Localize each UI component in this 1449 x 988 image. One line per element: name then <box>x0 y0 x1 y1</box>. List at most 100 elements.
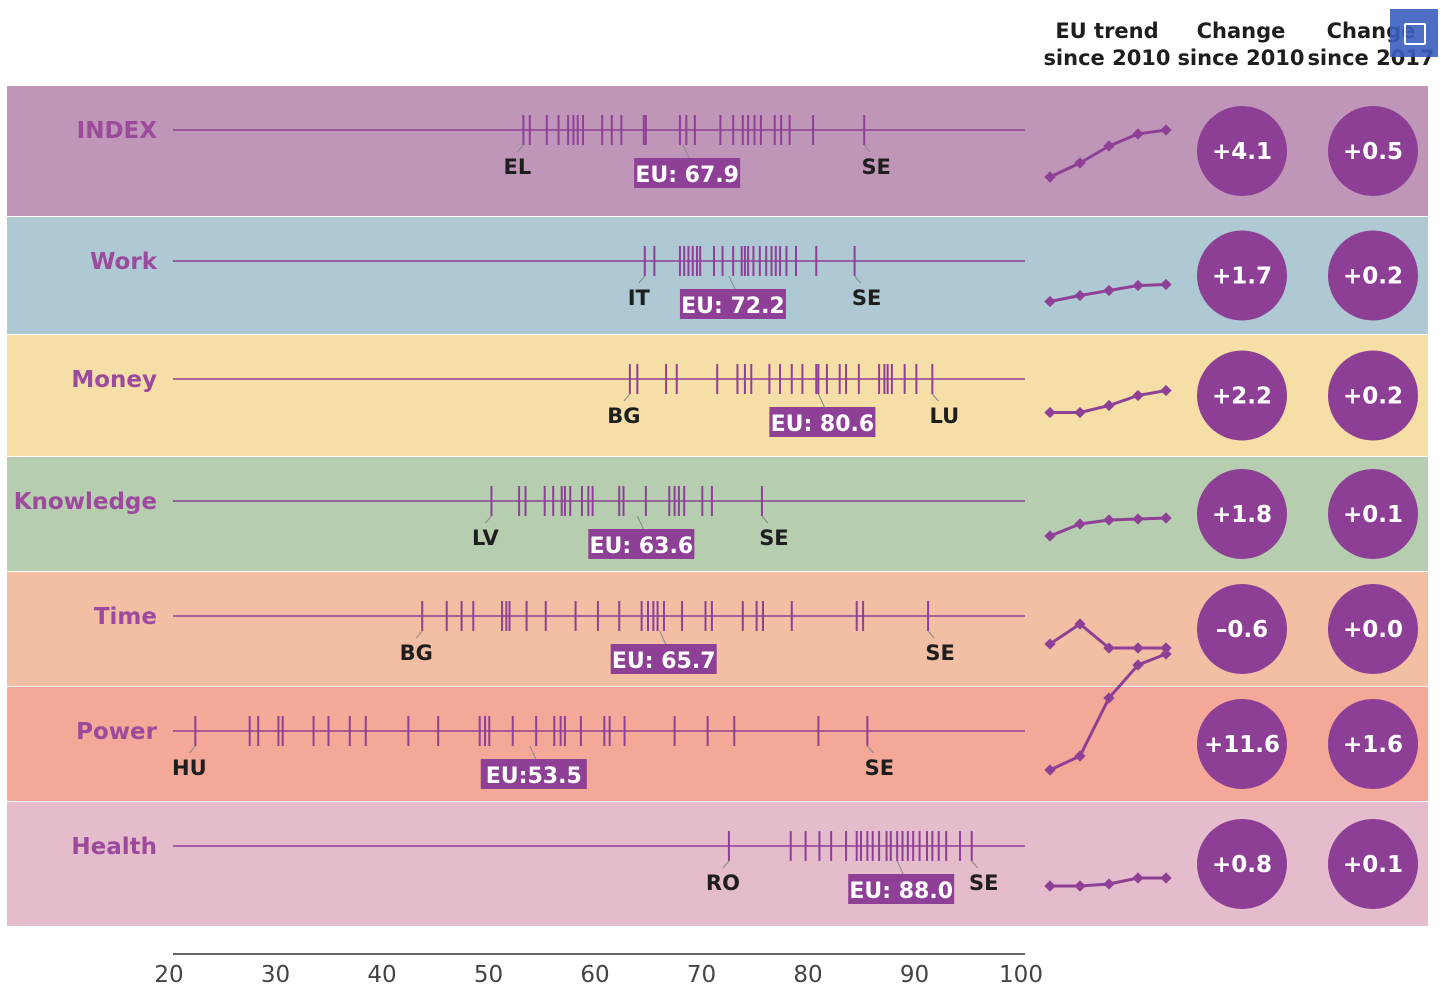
change-2017-bubble <box>1328 350 1418 441</box>
row-label: INDEX <box>77 118 158 144</box>
high-leader <box>931 393 939 402</box>
change-2017-value: +0.1 <box>1343 852 1403 878</box>
eu-trend-point <box>1132 279 1144 292</box>
x-tick-label: 30 <box>261 962 290 988</box>
row-label: Money <box>71 367 157 393</box>
eu-value-label: EU: 72.2 <box>681 294 785 319</box>
header-eu-trend: EU trend since 2010 <box>1040 18 1174 72</box>
high-country-label: SE <box>865 756 894 780</box>
eu-trend-point <box>1132 128 1144 140</box>
eu-trend-point <box>1103 878 1115 890</box>
eu-trend-point <box>1132 872 1144 884</box>
eu-trend-point <box>1160 642 1172 654</box>
eu-label-box <box>679 289 786 319</box>
change-2017-bubble <box>1328 584 1418 674</box>
eu-label-box <box>588 529 695 559</box>
row-band <box>7 802 1428 926</box>
eu-trend-point <box>1132 642 1144 654</box>
change-2010-value: +4.1 <box>1212 139 1272 165</box>
header-change-2010: Change since 2010 <box>1176 18 1306 72</box>
row-label: Knowledge <box>14 489 157 515</box>
eu-trend-point <box>1074 618 1086 630</box>
high-country-label: SE <box>969 871 998 895</box>
eu-leader <box>817 393 825 408</box>
eu-value-label: EU: 80.6 <box>771 412 875 437</box>
row-band <box>7 687 1428 801</box>
eu-trend-point <box>1160 872 1172 884</box>
eu-trend-point <box>1074 880 1086 892</box>
row-band <box>7 335 1428 456</box>
x-tick-label: 100 <box>999 962 1043 988</box>
eu-trend-point <box>1044 880 1056 892</box>
row-label: Work <box>90 249 158 275</box>
eu-trend-point <box>1074 518 1086 530</box>
eu-label-box <box>480 759 587 789</box>
eu-trend-point <box>1044 530 1056 542</box>
change-2017-value: +0.0 <box>1343 617 1403 643</box>
low-leader <box>638 275 646 284</box>
eu-trend-point <box>1160 648 1172 660</box>
high-country-label: SE <box>852 286 881 310</box>
eu-trend-point <box>1074 157 1086 169</box>
eu-trend-point <box>1160 278 1172 291</box>
eu-value-label: EU:53.5 <box>486 764 582 789</box>
change-2017-value: +0.2 <box>1343 264 1403 290</box>
high-leader <box>761 515 769 524</box>
eu-leader <box>728 275 736 290</box>
high-country-label: SE <box>759 526 788 550</box>
change-2017-bubble <box>1328 699 1418 789</box>
eu-trend-point <box>1103 284 1115 297</box>
eu-trend-point <box>1103 692 1115 704</box>
low-leader <box>415 630 423 639</box>
eu-label-box <box>610 644 717 674</box>
change-2010-value: +2.2 <box>1212 384 1272 410</box>
change-2017-value: +0.1 <box>1343 502 1403 528</box>
high-leader <box>927 630 935 639</box>
change-2017-bubble <box>1328 469 1418 559</box>
eu-value-label: EU: 63.6 <box>590 534 694 559</box>
high-country-label: SE <box>861 155 890 179</box>
x-tick-label: 60 <box>580 962 609 988</box>
row-band <box>7 457 1428 571</box>
change-2010-bubble <box>1197 230 1287 321</box>
low-country-label: HU <box>172 756 207 780</box>
low-leader <box>517 144 524 153</box>
eu-label-box <box>848 874 955 904</box>
eu-trend-point <box>1044 638 1056 650</box>
eu-trend-point <box>1103 140 1115 152</box>
eu-leader <box>896 860 904 875</box>
low-country-label: EL <box>504 155 532 179</box>
row-time: Time BG SE EU: 65.7 –0.6 +0.0 <box>7 572 1428 686</box>
change-2017-bubble <box>1328 106 1418 196</box>
header-eu-trend-line1: EU trend <box>1055 19 1159 43</box>
high-leader <box>863 144 871 153</box>
low-leader <box>722 860 730 869</box>
eu-trend-point <box>1103 642 1115 654</box>
change-2017-value: +1.6 <box>1343 732 1403 758</box>
row-work: Work IT SE EU: 72.2 +1.7 +0.2 <box>7 217 1428 334</box>
row-index: INDEX EL SE EU: 67.9 +4.1 +0.5 <box>7 86 1428 216</box>
high-leader <box>854 275 861 284</box>
eu-trend-point <box>1132 659 1144 671</box>
x-tick-label: 90 <box>900 962 929 988</box>
x-axis: 20 30 40 50 60 70 80 90 100 <box>154 953 1043 988</box>
change-2017-value: +0.5 <box>1343 139 1403 165</box>
change-2010-value: +11.6 <box>1204 732 1280 758</box>
row-money: Money BG LU EU: 80.6 +2.2 +0.2 <box>7 335 1428 456</box>
row-label: Power <box>76 719 158 745</box>
change-2010-value: –0.6 <box>1216 617 1268 643</box>
change-2010-bubble <box>1197 106 1287 196</box>
eu-trend-point <box>1132 513 1144 525</box>
low-leader <box>188 745 196 754</box>
change-2017-bubble <box>1328 819 1418 909</box>
eu-trend-point <box>1044 171 1056 183</box>
high-country-label: LU <box>930 404 960 428</box>
row-label: Time <box>94 604 157 630</box>
expand-icon[interactable] <box>1390 9 1438 57</box>
low-leader <box>623 393 631 402</box>
low-country-label: IT <box>628 286 651 310</box>
row-knowledge: Knowledge LV SE EU: 63.6 +1.8 +0.1 <box>7 457 1428 571</box>
change-2010-bubble <box>1197 350 1287 441</box>
eu-trend-point <box>1044 406 1056 419</box>
x-tick-label: 50 <box>474 962 503 988</box>
